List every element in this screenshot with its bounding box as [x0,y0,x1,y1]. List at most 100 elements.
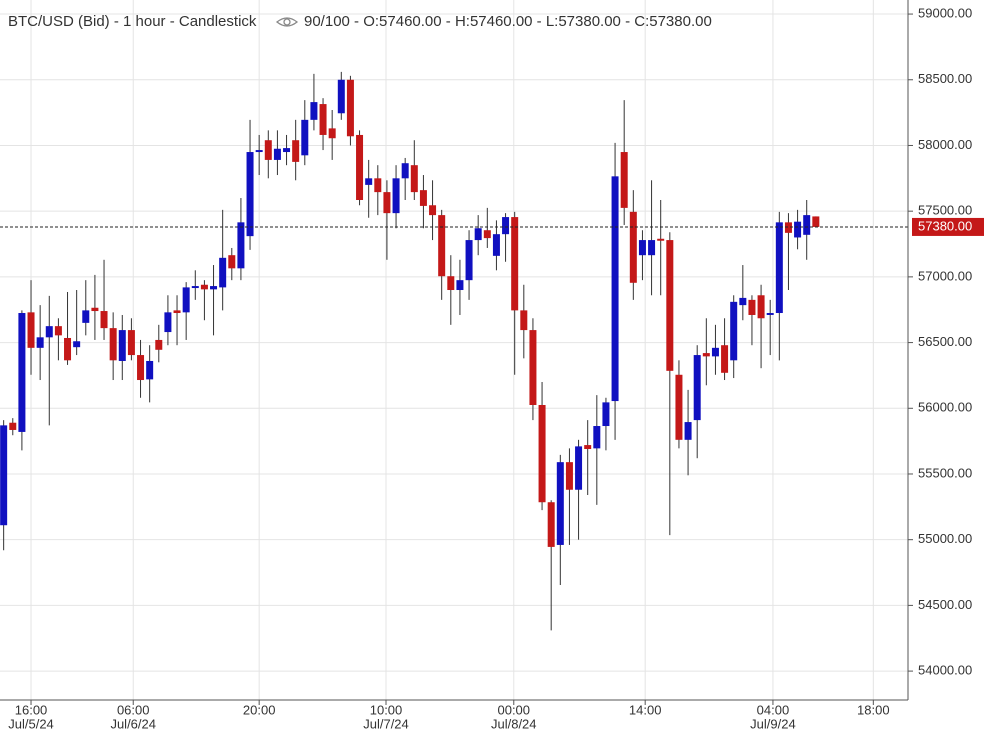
eye-pupil [283,18,291,26]
candle-body [447,276,455,291]
x-tick-label: 00:00 [497,702,530,717]
candle-body [483,230,491,239]
candle-body [520,310,528,331]
y-tick-label: 55000.00 [918,531,972,546]
candle-body [748,299,756,315]
candle-body [812,216,820,227]
candle-body [784,222,792,233]
y-tick-label: 57500.00 [918,203,972,218]
visibility-icon[interactable] [275,17,299,27]
y-tick-label: 54500.00 [918,597,972,612]
candle-body [255,150,263,153]
candle-body [146,360,154,380]
candle-body [392,178,400,214]
y-tick-label: 56000.00 [918,400,972,415]
candle-body [9,422,17,430]
candle-body [465,240,473,281]
candle-body [264,140,272,160]
candle-body [648,240,656,256]
x-tick-label: 16:00 [15,702,48,717]
candle-body [456,280,464,291]
candle-body [0,425,8,526]
candle-body [109,328,117,361]
candle-body [18,313,26,432]
y-tick-label: 55500.00 [918,465,972,480]
x-tick-date: Jul/7/24 [363,716,409,731]
candles [0,71,908,631]
candle-body [45,326,53,338]
candle-body [538,404,546,503]
y-tick-label: 54000.00 [918,663,972,678]
candle-body [292,140,300,162]
grid [0,0,908,700]
candle-body [602,402,610,427]
candle-body [492,234,500,256]
candle-body [429,205,437,216]
candle-body [565,462,573,490]
x-tick-label: 20:00 [243,702,276,717]
x-tick-date: Jul/9/24 [750,716,796,731]
y-tick-label: 56500.00 [918,334,972,349]
candle-body [702,353,710,357]
candle-body [666,240,674,371]
candle-body [383,192,391,214]
labels: 54000.00 54500.00 55000.00 55500.00 56000.00… [8,5,984,731]
candle-body [36,337,44,348]
candle-body [210,286,218,290]
candle-body [273,148,281,160]
candle-body [237,222,245,269]
x-tick-label: 18:00 [857,702,890,717]
candle-body [182,287,190,313]
candle-body [502,217,510,235]
candle-body [219,257,227,288]
candle-body [301,119,309,156]
candle-body [173,310,181,314]
candle-body [228,255,236,269]
chart-info: 90/100 - O:57460.00 - H:57460.00 - L:573… [304,13,712,30]
candle-body [775,222,783,314]
candle-body [620,152,628,208]
x-tick-label: 04:00 [757,702,790,717]
candle-body [684,422,692,440]
candle-body [721,345,729,373]
candle-body [337,79,345,114]
candle-body [100,311,108,329]
candle-body [91,307,99,312]
candle-body [611,176,619,402]
candle-body [511,217,519,311]
candle-body [474,228,482,241]
x-tick-label: 14:00 [629,702,662,717]
candle-body [328,128,336,139]
candle-body [127,330,135,356]
candle-body [64,337,72,361]
candle-body [118,330,126,361]
candle-body [374,178,382,193]
candle-body [419,190,427,206]
candle-body [191,286,199,289]
candle-body [739,297,747,306]
candle-body [593,426,601,449]
y-tick-label: 58500.00 [918,71,972,86]
y-tick-label: 59000.00 [918,5,972,20]
candle-body [155,339,163,350]
candle-body [200,284,208,290]
x-tick-date: Jul/8/24 [491,716,537,731]
x-tick-date: Jul/5/24 [8,716,54,731]
candle-body [730,301,738,361]
candle-body [246,152,254,237]
candle-body [529,330,537,405]
candle-body [794,221,802,238]
candle-body [766,313,774,315]
candle-body [401,163,409,179]
candle-body [629,211,637,283]
y-tick-label: 57000.00 [918,268,972,283]
candle-body [675,374,683,440]
candle-body [657,238,665,241]
candle-body [757,295,765,319]
candle-body [137,355,145,381]
candle-body [73,341,81,348]
eye-outline [275,17,299,27]
candle-body [283,148,291,153]
